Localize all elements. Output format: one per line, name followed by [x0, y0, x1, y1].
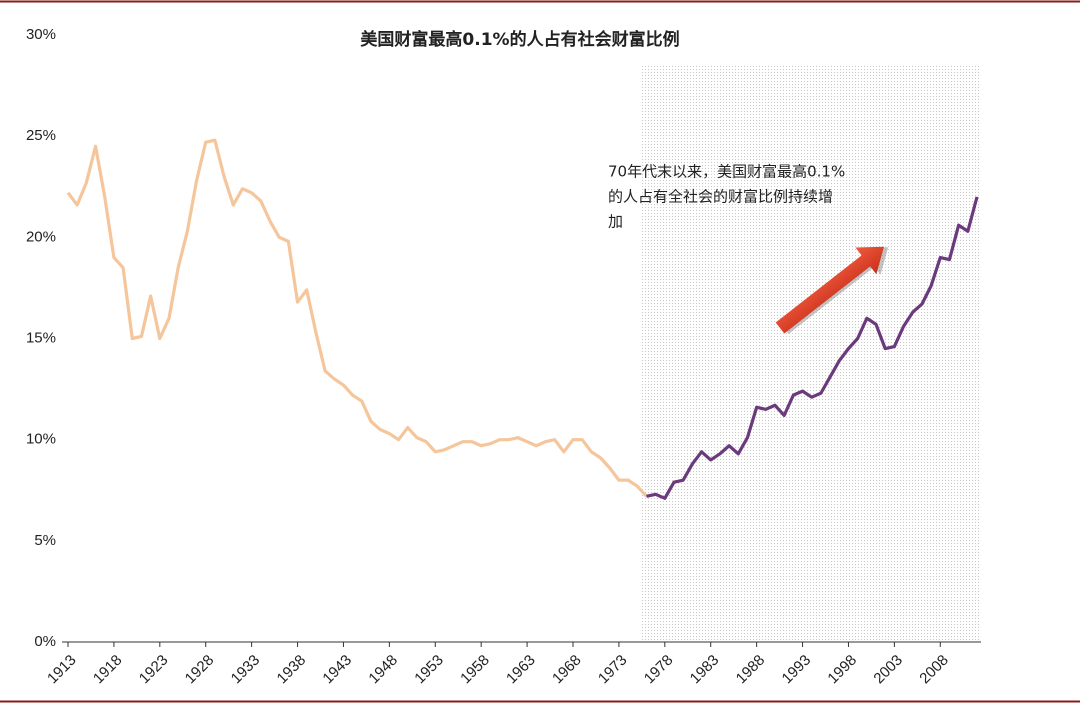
x-tick-label: 1958	[457, 652, 493, 688]
x-tick-label: 1953	[411, 652, 447, 688]
x-tick-label: 1938	[274, 652, 310, 688]
highlight-region	[640, 65, 981, 642]
y-tick-label: 30%	[26, 26, 56, 43]
x-tick-label: 1943	[319, 652, 355, 688]
x-tick-label: 1983	[687, 652, 723, 688]
annotation: 70年代末以来，美国财富最高0.1% 的人占有全社会的财富比例持续增 加	[608, 163, 845, 231]
x-tick-label: 1913	[44, 652, 80, 688]
y-tick-label: 25%	[26, 127, 56, 144]
y-tick-label: 10%	[26, 431, 56, 448]
series-line	[66, 138, 648, 498]
annotation-line: 加	[608, 213, 623, 231]
x-tick-label: 1963	[503, 652, 539, 688]
x-tick-label: 1993	[779, 652, 815, 688]
y-tick-label: 0%	[34, 633, 56, 650]
y-tick-label: 15%	[26, 329, 56, 346]
x-tick-label: 1988	[733, 652, 769, 688]
x-tick-label: 2008	[916, 652, 952, 688]
x-tick-label: 1918	[90, 652, 126, 688]
x-tick-label: 1998	[824, 652, 860, 688]
x-tick-label: 1973	[595, 652, 631, 688]
x-tick-label: 1968	[549, 652, 585, 688]
chart-title: 美国财富最高0.1%的人占有社会财富比例	[360, 29, 679, 50]
arrow	[775, 246, 889, 335]
annotation-line: 70年代末以来，美国财富最高0.1%	[608, 163, 845, 181]
y-tick-label: 5%	[34, 532, 56, 549]
annotation-line: 的人占有全社会的财富比例持续增	[608, 188, 833, 206]
series-line	[646, 196, 979, 500]
y-tick-label: 20%	[26, 228, 56, 245]
x-tick-label: 2003	[870, 652, 906, 688]
shade-layer	[640, 65, 981, 642]
x-tick-label: 1928	[182, 652, 218, 688]
x-tick-label: 1948	[365, 652, 401, 688]
x-tick-label: 1923	[136, 652, 172, 688]
x-tick-label: 1978	[641, 652, 677, 688]
x-tick-label: 1933	[228, 652, 264, 688]
